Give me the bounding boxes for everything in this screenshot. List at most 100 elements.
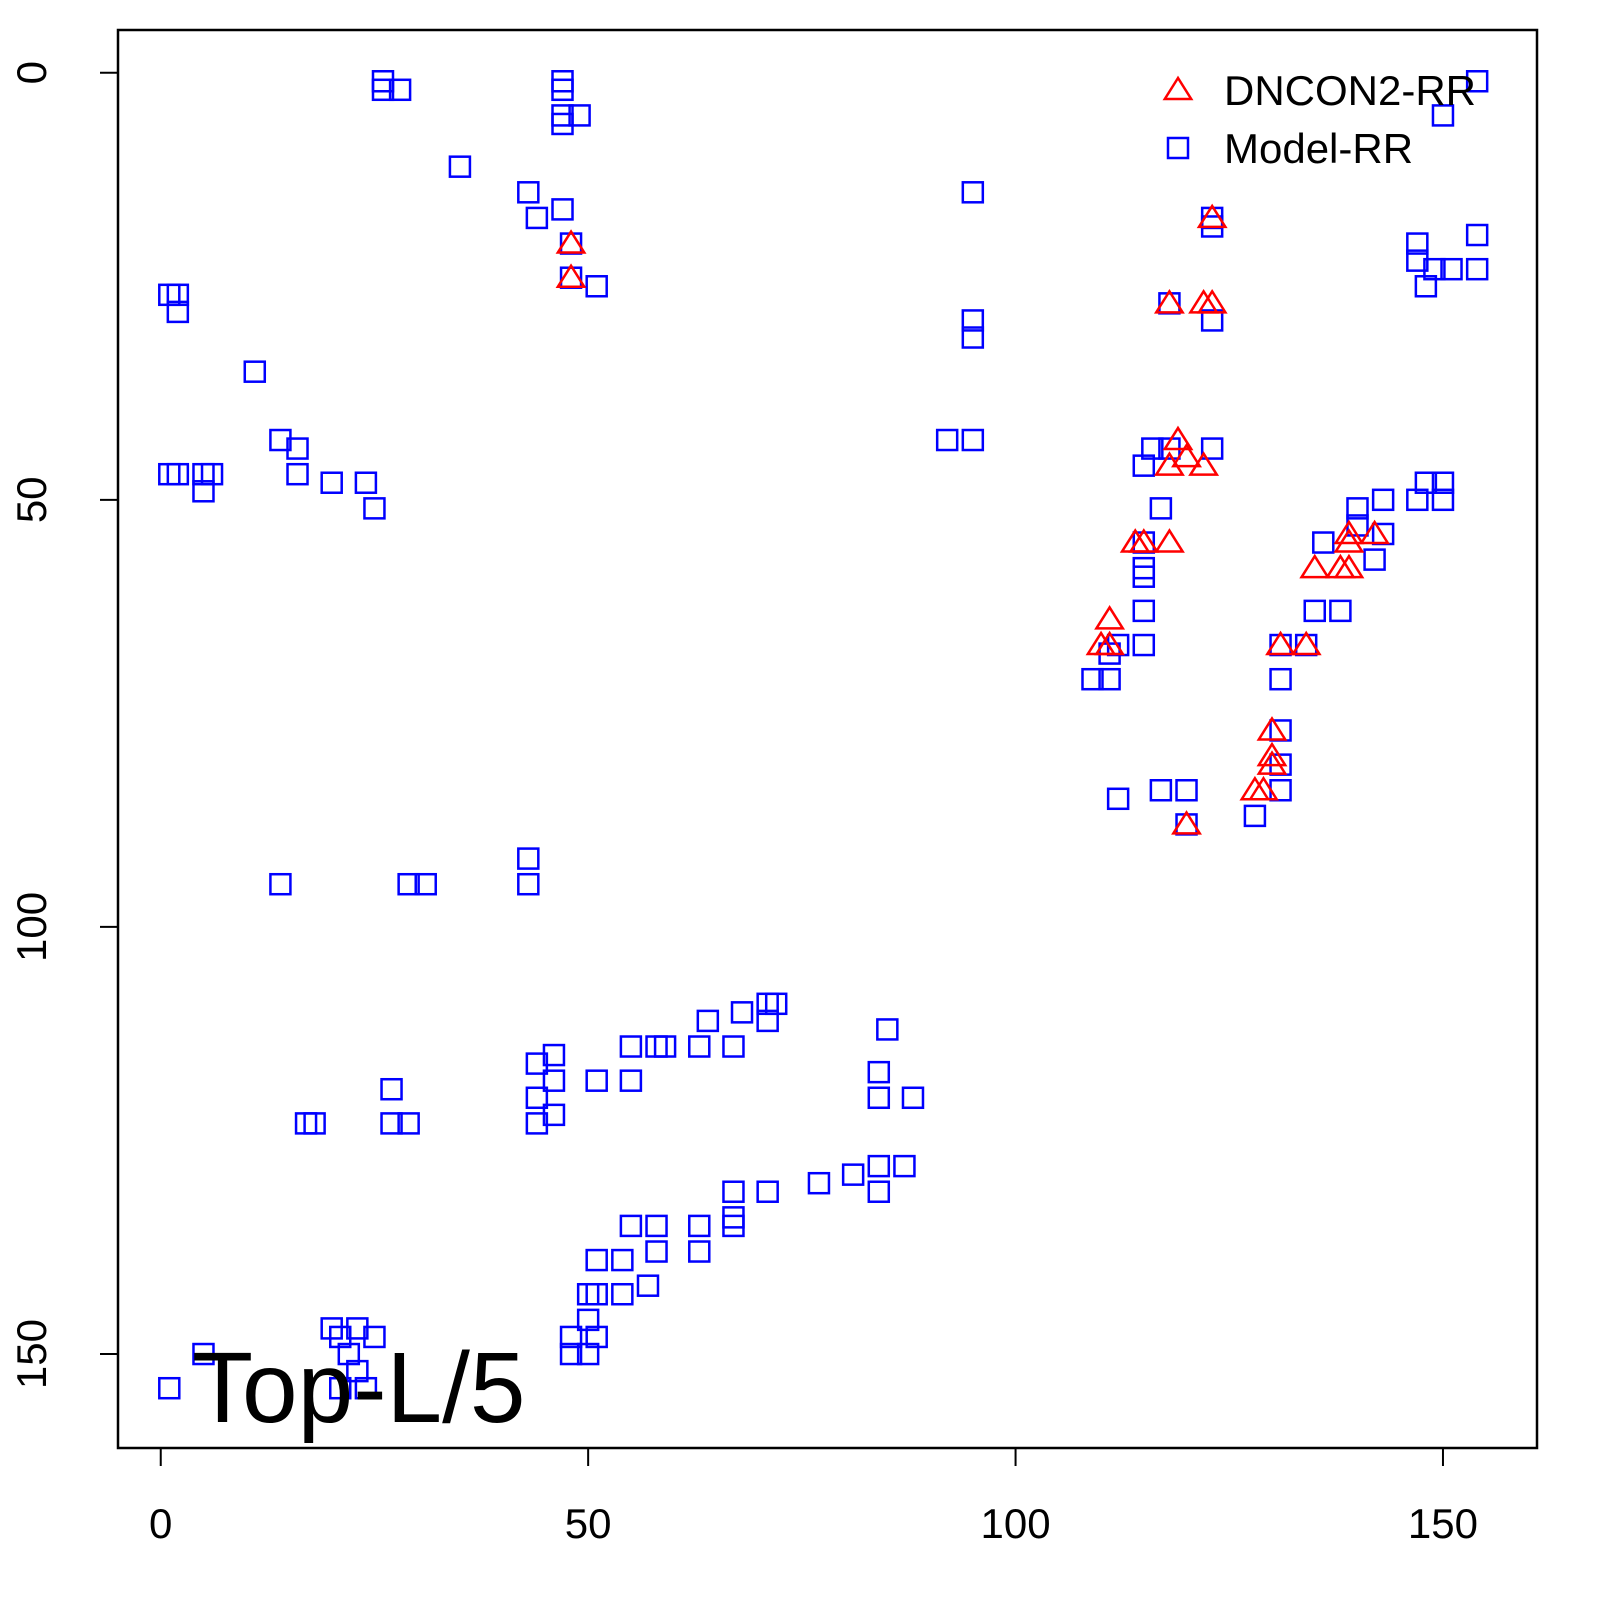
square-point [559,1325,583,1349]
square-point [893,1154,916,1178]
square-point [1465,223,1489,247]
legend-marker [1166,136,1190,160]
square-point [192,1342,215,1366]
square-point [867,1180,891,1203]
square-point [1431,471,1455,494]
square-point [1098,667,1121,691]
square-point [688,1240,711,1263]
plot-frame [116,28,1539,1450]
square-point [525,206,549,230]
square-point [961,309,985,332]
square-point [867,1060,891,1084]
square-point [1200,437,1224,460]
square-point [585,1248,608,1272]
square-point [1175,779,1198,802]
square-point [363,1325,386,1349]
square-point [876,1018,899,1041]
triangle-point [1128,528,1160,553]
square-point [448,155,472,178]
x-tick-label: 150 [1408,1500,1478,1547]
square-point [645,1214,668,1238]
square-point [363,497,386,520]
square-point [696,1009,720,1033]
square-point [1269,667,1292,691]
square-point [1132,454,1156,477]
square-point [636,1274,660,1297]
square-point [935,428,959,452]
triangle-point [1153,528,1185,553]
square-point [1440,257,1463,281]
square-point [329,1325,352,1349]
legend-marker [1162,75,1194,101]
square-point [1414,471,1438,494]
square-point [576,1282,600,1306]
square-point [551,198,574,221]
square-point [166,300,190,324]
square-point [585,1325,608,1349]
triangle-point [555,229,587,254]
square-point [1141,437,1164,460]
square-point [688,1035,711,1058]
square-point [1312,531,1335,554]
square-point [722,1035,745,1058]
triangle-point [555,263,587,288]
triangle-point [1171,442,1202,468]
triangle-point [1333,519,1365,545]
square-point [1200,309,1224,332]
square-point [303,1112,326,1135]
square-point [576,1308,600,1332]
square-point [1269,779,1292,802]
square-point [269,428,292,452]
square-point [568,104,591,127]
y-tick-label: 0 [8,61,55,84]
legend-label: DNCON2-RR [1224,67,1476,114]
square-point [867,1154,891,1178]
square-point [1149,779,1173,802]
square-point [414,872,437,896]
square-point [961,181,985,204]
square-point [961,326,985,349]
y-tick-label: 50 [8,476,55,523]
square-point [645,1240,668,1263]
square-point [371,78,395,102]
square-point [551,70,574,93]
square-point [1243,804,1267,828]
square-point [1081,667,1104,691]
square-point [200,462,224,486]
triangle-point [1256,750,1288,775]
square-point [397,872,420,896]
square-point [158,1376,181,1400]
square-point [653,1035,677,1058]
square-point [756,1009,779,1033]
square-point [841,1163,865,1186]
square-point [551,112,574,136]
triangle-point [1256,741,1288,767]
square-point [158,462,181,486]
square-point [380,1077,403,1101]
square-point [619,1035,643,1058]
square-point [1303,599,1326,623]
square-point [756,1180,779,1203]
triangle-point [1333,528,1365,553]
square-point [269,872,292,896]
square-point [380,1112,403,1135]
triangle-point [1290,630,1322,656]
square-point [1106,787,1130,811]
square-point [611,1282,634,1306]
square-point [1465,257,1489,281]
square-point [1132,599,1156,623]
square-point [1346,497,1369,520]
square-point [722,1214,745,1238]
square-point [1329,599,1352,623]
square-point [1465,70,1489,93]
square-point [542,1043,566,1067]
square-point [559,1342,583,1366]
legend-label: Model-RR [1224,125,1413,172]
square-point [585,1282,608,1306]
square-point [517,181,540,204]
square-point [294,1112,318,1135]
x-tick-label: 100 [981,1500,1051,1547]
triangle-point [1256,716,1288,741]
triangle-point [1196,289,1228,314]
